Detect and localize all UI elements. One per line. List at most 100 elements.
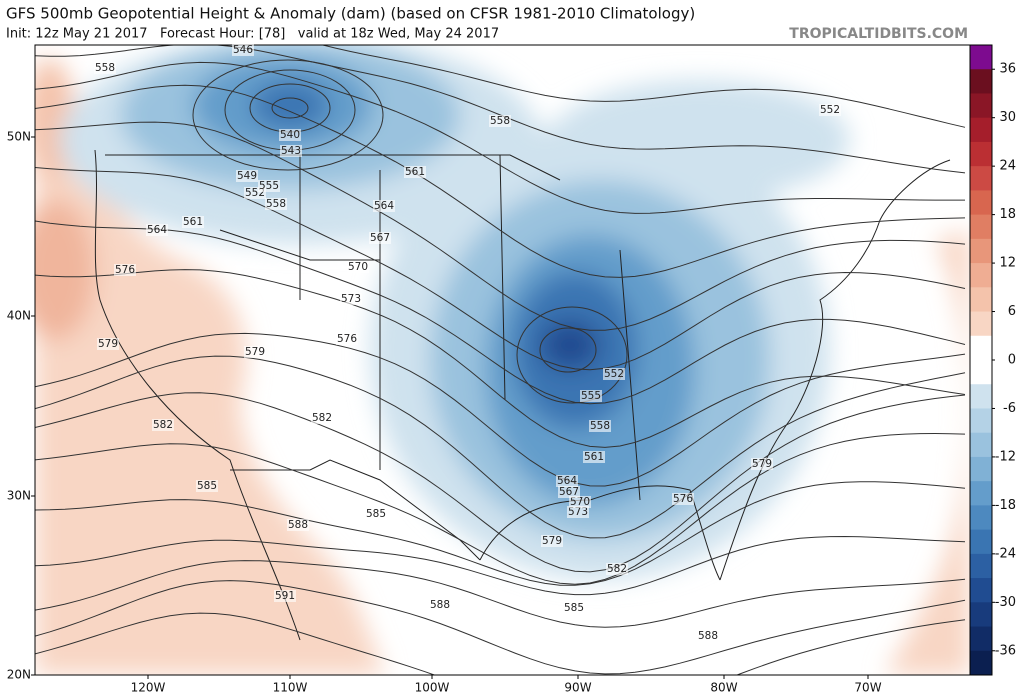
colorbar-label: 24 — [999, 159, 1016, 174]
contour-label: 588 — [288, 519, 308, 531]
colorbar-band — [970, 214, 992, 240]
colorbar-band — [970, 626, 992, 652]
colorbar-band — [970, 311, 992, 337]
colorbar-label: 0 — [1008, 353, 1016, 368]
colorbar-band — [970, 384, 992, 409]
contour-label-bg — [589, 420, 611, 432]
contour-line — [35, 84, 966, 278]
colorbar-band — [970, 481, 992, 506]
contour-label-bg — [541, 535, 563, 547]
lon-label: 70W — [854, 681, 881, 695]
contour-line — [35, 269, 966, 448]
colorbar-label: 6 — [1008, 304, 1016, 319]
colorbar-band — [970, 69, 992, 94]
contour-label-bg — [114, 264, 136, 276]
colorbar-band — [970, 238, 992, 264]
contour-label: 576 — [337, 333, 357, 345]
contour-ring — [516, 306, 628, 404]
contour-label: 576 — [673, 493, 693, 505]
lat-label: 50N — [7, 130, 31, 144]
colorbar-label: -18 — [995, 498, 1016, 513]
contour-label: 582 — [153, 419, 173, 431]
colorbar-band — [970, 578, 992, 603]
contour-label: 585 — [197, 480, 217, 492]
contour-line — [35, 45, 966, 174]
colorbar-label: -24 — [995, 546, 1016, 561]
contour-label-bg — [404, 166, 426, 178]
contour-label-bg — [232, 44, 254, 56]
contour-label: 561 — [584, 451, 604, 463]
contour-label: 570 — [348, 261, 368, 273]
colorbar-band — [970, 360, 992, 385]
borders — [94, 149, 951, 641]
contour-label: 579 — [542, 535, 562, 547]
contour-label: 552 — [820, 104, 840, 116]
lon-label: 100W — [415, 681, 450, 695]
contour-line — [35, 535, 966, 596]
colorbar-band — [970, 287, 992, 313]
contour-label: 558 — [490, 115, 510, 127]
contour-label-bg — [146, 224, 168, 236]
colorbar-label: 36 — [999, 62, 1016, 77]
colorbar-band — [970, 117, 992, 143]
colorbar-label: 12 — [999, 256, 1016, 271]
lon-label: 90W — [564, 681, 591, 695]
contour-label-bg — [429, 599, 451, 611]
contour-label-bg — [567, 506, 589, 518]
contour-label-bg — [672, 493, 694, 505]
colorbar-band — [970, 505, 992, 531]
colorbar-band — [970, 166, 992, 191]
contour-label: 549 — [237, 170, 257, 182]
contour-label: 558 — [590, 420, 610, 432]
contour-line — [35, 332, 966, 487]
contour-label-bg — [365, 508, 387, 520]
contour-label-bg — [369, 232, 391, 244]
contour-label: 570 — [570, 496, 590, 508]
contour-label: 579 — [245, 346, 265, 358]
contour-label: 576 — [115, 264, 135, 276]
lat-label: 20N — [7, 668, 31, 682]
contour-line — [35, 220, 966, 405]
contour-label-bg — [489, 115, 511, 127]
contour-label: 567 — [370, 232, 390, 244]
contour-ring — [271, 97, 309, 119]
contour-line — [320, 45, 966, 128]
colorbar-band — [970, 335, 992, 361]
subtitle: Init: 12z May 21 2017 Forecast Hour: [78… — [6, 27, 499, 42]
colorbar-band — [970, 456, 992, 482]
contour-label: 585 — [366, 508, 386, 520]
anomaly-shading — [35, 45, 970, 675]
lon-label: 80W — [710, 681, 737, 695]
lon-label: 120W — [131, 681, 166, 695]
colorbar-band — [970, 141, 992, 167]
contour-line — [35, 355, 966, 539]
brand: TROPICALTIDBITS.COM — [789, 26, 968, 42]
contour-label-bg — [569, 496, 591, 508]
contour-label: 582 — [312, 412, 332, 424]
contour-label: 552 — [604, 368, 624, 380]
colorbar-label: -12 — [995, 449, 1016, 464]
contour-label: 558 — [95, 62, 115, 74]
contour-label: 555 — [259, 180, 279, 192]
contour-label: 564 — [374, 200, 394, 212]
contour-label: 546 — [233, 44, 253, 56]
contour-label-bg — [373, 200, 395, 212]
contour-line — [35, 61, 965, 214]
contour-label: 561 — [183, 216, 203, 228]
contour-label-bg — [606, 563, 628, 575]
contour-label-bg — [258, 180, 280, 192]
contour-label: 579 — [98, 338, 118, 350]
colorbar-band — [970, 650, 992, 676]
colorbar-label: -36 — [995, 643, 1016, 658]
contour-label: 591 — [275, 590, 295, 602]
contour-label-bg — [152, 419, 174, 431]
contour-line — [35, 392, 966, 573]
contour-label-bg — [236, 170, 258, 182]
contour-label-bg — [347, 261, 369, 273]
contour-label: 588 — [430, 599, 450, 611]
contour-label: 573 — [568, 506, 588, 518]
contour-label-bg — [97, 338, 119, 350]
contour-label-bg — [583, 451, 605, 463]
contour-line — [35, 580, 966, 675]
